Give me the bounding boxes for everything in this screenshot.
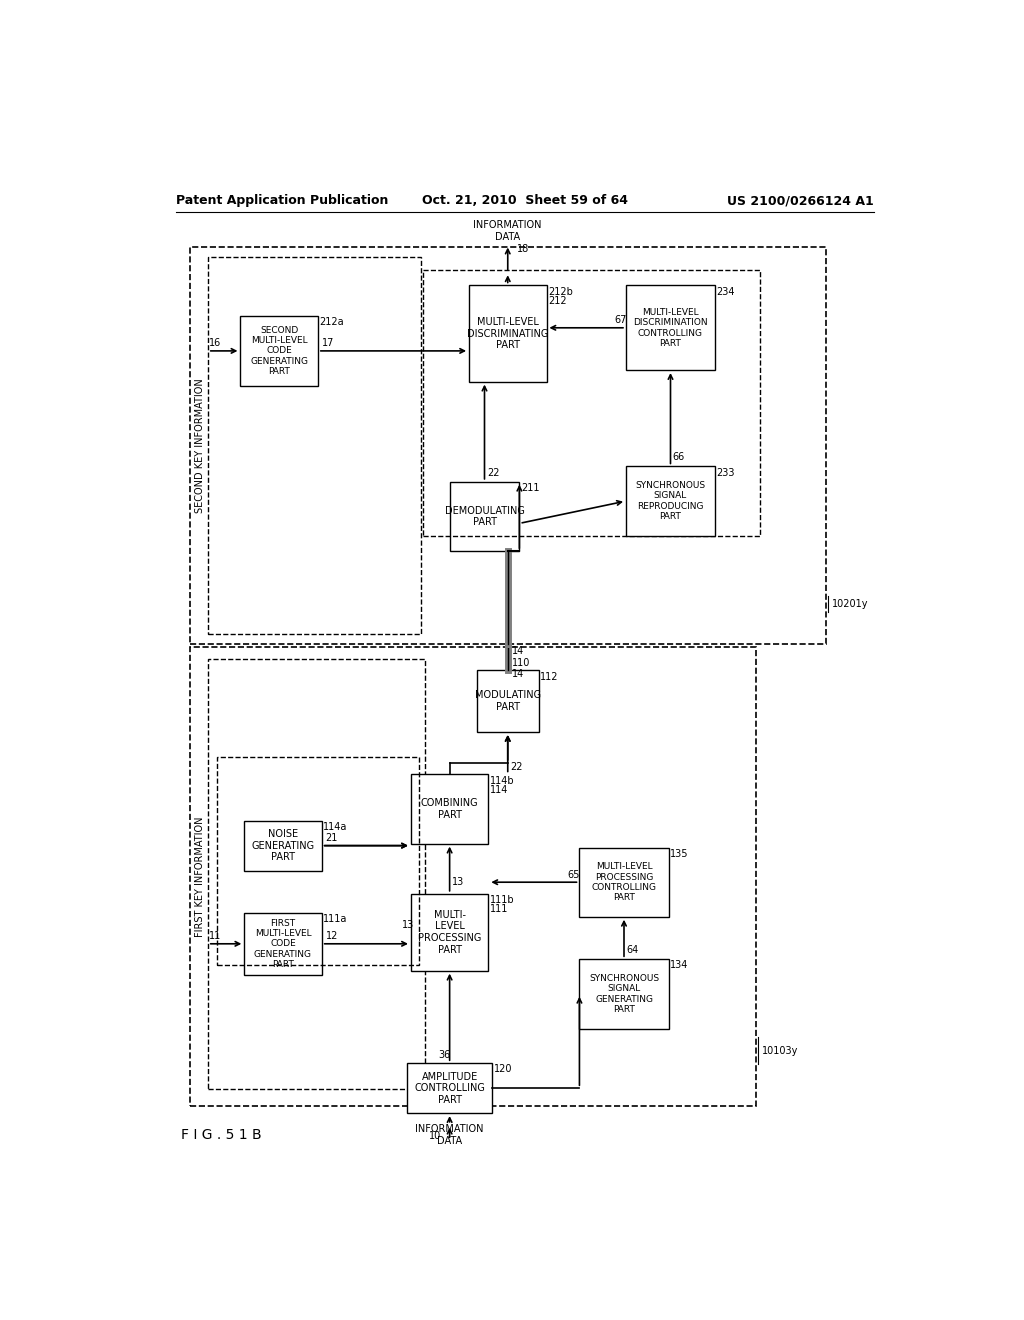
Text: 14: 14 — [512, 669, 524, 680]
Text: INFORMATION
DATA: INFORMATION DATA — [416, 1123, 484, 1146]
Text: NOISE
GENERATING
PART: NOISE GENERATING PART — [252, 829, 314, 862]
Text: COMBINING
PART: COMBINING PART — [421, 799, 478, 820]
Text: SECOND KEY INFORMATION: SECOND KEY INFORMATION — [196, 378, 205, 512]
Bar — [469, 285, 547, 381]
Text: Patent Application Publication: Patent Application Publication — [176, 194, 388, 207]
Text: 11: 11 — [209, 931, 221, 941]
Text: MULTI-LEVEL
DISCRIMINATING
PART: MULTI-LEVEL DISCRIMINATING PART — [467, 317, 549, 350]
Bar — [245, 913, 322, 974]
Text: 18: 18 — [517, 244, 529, 255]
Text: 16: 16 — [209, 338, 221, 348]
Text: 114b: 114b — [489, 776, 514, 785]
Text: 135: 135 — [670, 849, 688, 859]
Text: 12: 12 — [326, 931, 338, 941]
Text: 67: 67 — [614, 315, 627, 325]
Text: 111: 111 — [489, 904, 508, 915]
Bar — [450, 482, 519, 552]
Text: 114a: 114a — [324, 822, 348, 832]
Text: 13: 13 — [401, 920, 414, 929]
Text: 110: 110 — [512, 657, 530, 668]
Text: FIRST
MULTI-LEVEL
CODE
GENERATING
PART: FIRST MULTI-LEVEL CODE GENERATING PART — [254, 919, 312, 969]
Text: 65: 65 — [568, 870, 581, 879]
Text: 112: 112 — [541, 672, 559, 681]
Text: 17: 17 — [322, 338, 334, 348]
Text: 13: 13 — [452, 878, 464, 887]
Text: INFORMATION
DATA: INFORMATION DATA — [473, 220, 542, 242]
Bar — [217, 758, 419, 965]
Text: SYNCHRONOUS
SIGNAL
GENERATING
PART: SYNCHRONOUS SIGNAL GENERATING PART — [589, 974, 659, 1014]
Text: FIRST KEY INFORMATION: FIRST KEY INFORMATION — [196, 816, 205, 937]
Text: 134: 134 — [670, 961, 688, 970]
Text: 212a: 212a — [319, 317, 344, 327]
Text: 211: 211 — [521, 483, 540, 492]
Text: MULTI-
LEVEL
PROCESSING
PART: MULTI- LEVEL PROCESSING PART — [418, 909, 481, 954]
Text: 120: 120 — [494, 1064, 512, 1074]
Bar — [411, 894, 488, 970]
Text: 10201y: 10201y — [831, 599, 868, 609]
Text: MODULATING
PART: MODULATING PART — [475, 690, 541, 711]
Bar — [477, 671, 539, 733]
Text: 10103y: 10103y — [762, 1045, 799, 1056]
Text: 64: 64 — [627, 945, 639, 954]
Text: US 2100/0266124 A1: US 2100/0266124 A1 — [727, 194, 873, 207]
Bar — [580, 960, 669, 1028]
Bar — [407, 1063, 493, 1113]
Bar — [208, 659, 425, 1089]
Text: 66: 66 — [673, 453, 685, 462]
Bar — [580, 847, 669, 917]
Text: SYNCHRONOUS
SIGNAL
REPRODUCING
PART: SYNCHRONOUS SIGNAL REPRODUCING PART — [636, 480, 706, 521]
Text: 212: 212 — [548, 296, 566, 306]
Text: 14: 14 — [512, 647, 524, 656]
Text: 114: 114 — [489, 785, 508, 795]
Text: 21: 21 — [326, 833, 338, 843]
Bar — [190, 647, 756, 1106]
Text: MULTI-LEVEL
PROCESSING
CONTROLLING
PART: MULTI-LEVEL PROCESSING CONTROLLING PART — [592, 862, 656, 903]
Text: SECOND
MULTI-LEVEL
CODE
GENERATING
PART: SECOND MULTI-LEVEL CODE GENERATING PART — [250, 326, 308, 376]
Bar — [423, 271, 760, 536]
Text: 111a: 111a — [324, 915, 348, 924]
Text: 212b: 212b — [548, 286, 572, 297]
Text: 22: 22 — [510, 762, 522, 772]
Text: 233: 233 — [717, 467, 735, 478]
Text: AMPLITUDE
CONTROLLING
PART: AMPLITUDE CONTROLLING PART — [414, 1072, 485, 1105]
Text: MULTI-LEVEL
DISCRIMINATION
CONTROLLING
PART: MULTI-LEVEL DISCRIMINATION CONTROLLING P… — [633, 308, 708, 348]
Bar — [208, 257, 421, 635]
Text: 22: 22 — [486, 467, 500, 478]
Text: 36: 36 — [438, 1051, 451, 1060]
Bar — [245, 821, 322, 871]
Text: Oct. 21, 2010  Sheet 59 of 64: Oct. 21, 2010 Sheet 59 of 64 — [422, 194, 628, 207]
Text: F I G . 5 1 B: F I G . 5 1 B — [180, 1127, 261, 1142]
Bar — [241, 317, 317, 385]
Bar — [190, 247, 825, 644]
Bar — [411, 775, 488, 843]
Text: DEMODULATING
PART: DEMODULATING PART — [444, 506, 524, 527]
Text: 234: 234 — [717, 286, 735, 297]
Bar — [626, 466, 715, 536]
Text: 111b: 111b — [489, 895, 514, 906]
Text: 10: 10 — [429, 1131, 441, 1142]
Bar — [626, 285, 715, 370]
